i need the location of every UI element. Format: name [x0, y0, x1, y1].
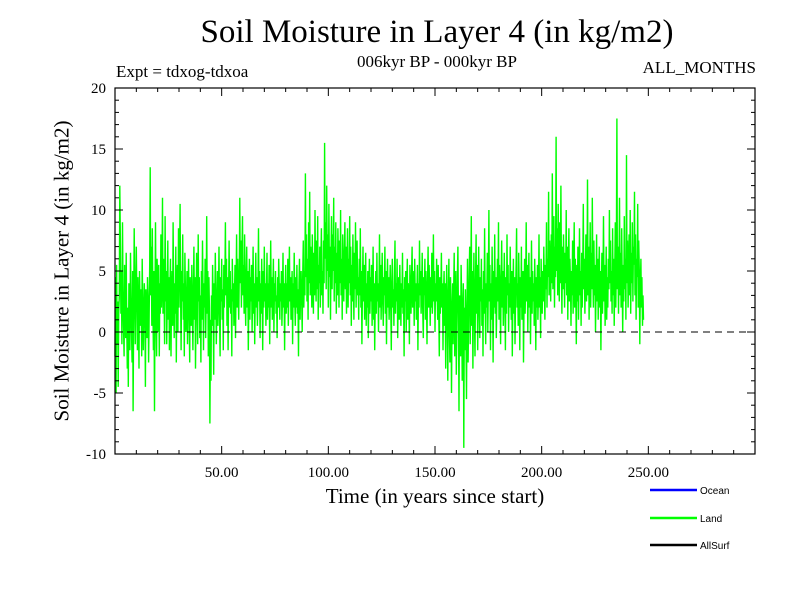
x-axis-label: Time (in years since start)	[325, 484, 545, 508]
x-tick-label: 200.00	[521, 465, 562, 481]
y-tick-label: 20	[91, 81, 106, 97]
x-tick-label: 50.00	[205, 465, 239, 481]
y-tick-label: -10	[86, 447, 106, 463]
axis-ticks-layer: 50.00 100.00 150.00 200.00 250.00 -10 -5 0 5 10 15…	[86, 81, 755, 481]
y-tick-label: 0	[99, 325, 107, 341]
y-tick-label: 10	[91, 203, 106, 219]
legend-label-ocean: Ocean	[700, 486, 729, 497]
y-tick-label: -5	[94, 386, 107, 402]
x-tick-label: 100.00	[308, 465, 349, 481]
legend: Ocean Land AllSurf	[650, 486, 730, 552]
experiment-label: Expt = tdxog-tdxoa	[116, 62, 249, 81]
plot-series-layer	[114, 118, 645, 448]
period-label: ALL_MONTHS	[642, 58, 756, 77]
x-tick-label: 150.00	[414, 465, 455, 481]
legend-label-allsurf: AllSurf	[700, 541, 730, 552]
chart-subtitle: 006kyr BP - 000kyr BP	[357, 52, 517, 71]
y-tick-label: 15	[91, 142, 106, 158]
x-tick-label: 250.00	[628, 465, 669, 481]
series-line-land	[114, 118, 645, 448]
legend-label-land: Land	[700, 514, 722, 525]
y-tick-label: 5	[99, 264, 107, 280]
chart-title: Soil Moisture in Layer 4 (in kg/m2)	[200, 14, 674, 50]
